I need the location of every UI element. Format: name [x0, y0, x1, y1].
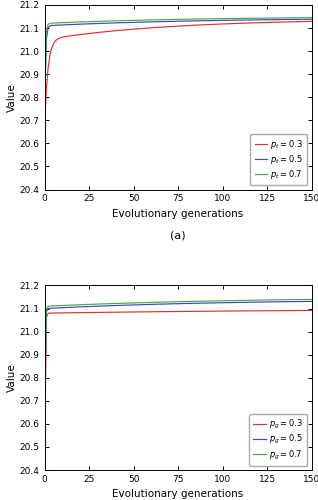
$p_g = 0.7$	[205, 298, 209, 304]
$p_g = 0.3$	[230, 308, 233, 314]
$p_g = 0.3$	[173, 308, 176, 314]
$p_g = 0.5$	[212, 300, 216, 306]
Line: $p_t = 0.7$: $p_t = 0.7$	[45, 18, 312, 109]
$p_g = 0.5$	[310, 298, 314, 304]
$p_g = 0.7$	[310, 296, 314, 302]
$p_t = 0.5$	[173, 18, 176, 24]
$p_t = 0.5$	[205, 18, 209, 24]
$p_t = 0.7$	[43, 106, 46, 112]
Line: $p_g = 0.7$: $p_g = 0.7$	[45, 300, 312, 412]
$p_g = 0.3$	[310, 308, 314, 314]
Text: (a): (a)	[170, 230, 186, 240]
$p_t = 0.3$	[304, 18, 308, 24]
Y-axis label: Value: Value	[7, 364, 17, 392]
$p_g = 0.5$	[230, 300, 233, 306]
$p_t = 0.5$	[310, 16, 314, 22]
$p_g = 0.7$	[43, 410, 46, 416]
$p_t = 0.7$	[304, 14, 308, 20]
$p_g = 0.3$	[43, 458, 46, 464]
X-axis label: Evolutionary generations: Evolutionary generations	[113, 209, 244, 219]
$p_g = 0.7$	[304, 296, 308, 302]
Legend: $p_g = 0.3$, $p_g = 0.5$, $p_g = 0.7$: $p_g = 0.3$, $p_g = 0.5$, $p_g = 0.7$	[249, 414, 308, 466]
Line: $p_g = 0.5$: $p_g = 0.5$	[45, 302, 312, 428]
$p_t = 0.7$	[205, 16, 209, 22]
$p_g = 0.3$	[304, 308, 308, 314]
$p_g = 0.7$	[212, 298, 216, 304]
$p_g = 0.5$	[137, 302, 141, 308]
$p_t = 0.7$	[137, 17, 141, 23]
$p_g = 0.5$	[43, 426, 46, 432]
Y-axis label: Value: Value	[7, 83, 17, 112]
$p_g = 0.3$	[212, 308, 216, 314]
$p_g = 0.7$	[137, 300, 141, 306]
$p_t = 0.3$	[230, 20, 233, 26]
$p_g = 0.7$	[173, 299, 176, 305]
X-axis label: Evolutionary generations: Evolutionary generations	[113, 490, 244, 500]
$p_g = 0.7$	[230, 298, 233, 304]
$p_g = 0.5$	[173, 301, 176, 307]
$p_g = 0.5$	[205, 300, 209, 306]
$p_t = 0.5$	[137, 19, 141, 25]
$p_t = 0.3$	[137, 26, 141, 32]
$p_t = 0.3$	[43, 124, 46, 130]
$p_t = 0.5$	[212, 18, 216, 24]
Line: $p_t = 0.3$: $p_t = 0.3$	[45, 22, 312, 127]
$p_t = 0.3$	[173, 24, 176, 30]
$p_t = 0.3$	[310, 18, 314, 24]
$p_t = 0.7$	[173, 16, 176, 22]
$p_t = 0.7$	[310, 14, 314, 20]
$p_t = 0.3$	[205, 22, 209, 28]
Line: $p_g = 0.3$: $p_g = 0.3$	[45, 310, 312, 461]
$p_t = 0.5$	[230, 17, 233, 23]
$p_g = 0.3$	[137, 309, 141, 315]
$p_t = 0.7$	[212, 16, 216, 22]
$p_g = 0.5$	[304, 298, 308, 304]
$p_t = 0.5$	[43, 106, 46, 112]
$p_t = 0.3$	[212, 22, 216, 28]
Legend: $p_t = 0.3$, $p_t = 0.5$, $p_t = 0.7$: $p_t = 0.3$, $p_t = 0.5$, $p_t = 0.7$	[251, 134, 308, 186]
$p_g = 0.3$	[205, 308, 209, 314]
$p_t = 0.5$	[304, 16, 308, 22]
$p_t = 0.7$	[230, 16, 233, 22]
Line: $p_t = 0.5$: $p_t = 0.5$	[45, 19, 312, 109]
